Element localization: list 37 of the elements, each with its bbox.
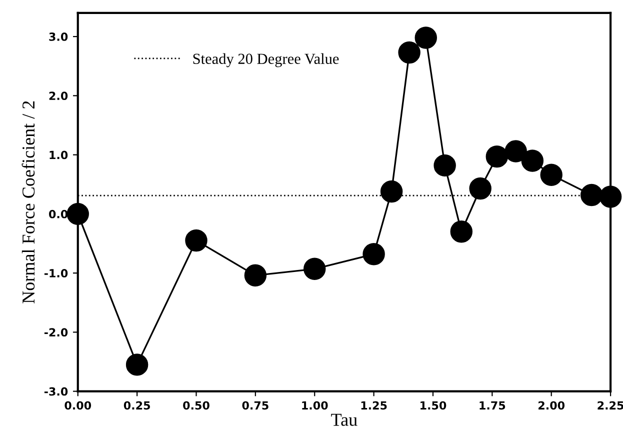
point: [244, 264, 267, 287]
x-axis-title: Tau: [331, 414, 358, 426]
x-tick-label: 1.75: [480, 401, 506, 410]
point: [414, 26, 437, 49]
x-tick-label: 2.00: [538, 401, 565, 410]
x-tick-label: 1.50: [420, 401, 446, 410]
x-tick-label: 0.25: [124, 401, 150, 410]
point: [185, 229, 208, 252]
point: [580, 184, 603, 206]
legend-label: Steady 20 Degree Value: [193, 53, 339, 68]
y-tick-label: 2.0: [49, 92, 68, 100]
y-tick-label: -2.0: [44, 328, 68, 337]
x-tick-label: 0.75: [242, 401, 268, 410]
point: [304, 258, 326, 280]
point: [486, 145, 508, 168]
y-tick-label: 1.0: [50, 150, 68, 160]
point: [66, 202, 89, 226]
x-tick-label: 1.00: [302, 401, 328, 410]
point: [504, 140, 527, 162]
x-tick-label: 0.50: [183, 401, 210, 410]
y-tick-label: 3.0: [49, 32, 68, 41]
x-tick-label: 1.25: [361, 401, 387, 410]
point: [521, 150, 544, 172]
point: [469, 177, 492, 200]
x-tick-label: 2.25: [598, 401, 623, 410]
point: [380, 180, 403, 203]
x-tick-label: 0.00: [64, 401, 92, 410]
point: [540, 164, 562, 186]
point: [398, 41, 420, 64]
point: [434, 154, 456, 177]
y-tick-label: -3.0: [44, 387, 68, 396]
point: [450, 220, 473, 243]
point: [362, 243, 385, 266]
y-tick-label: -1.0: [44, 269, 68, 278]
point: [126, 354, 148, 376]
point: [599, 186, 622, 208]
y-axis-title: Normal Force Coeficient / 2: [22, 101, 35, 304]
